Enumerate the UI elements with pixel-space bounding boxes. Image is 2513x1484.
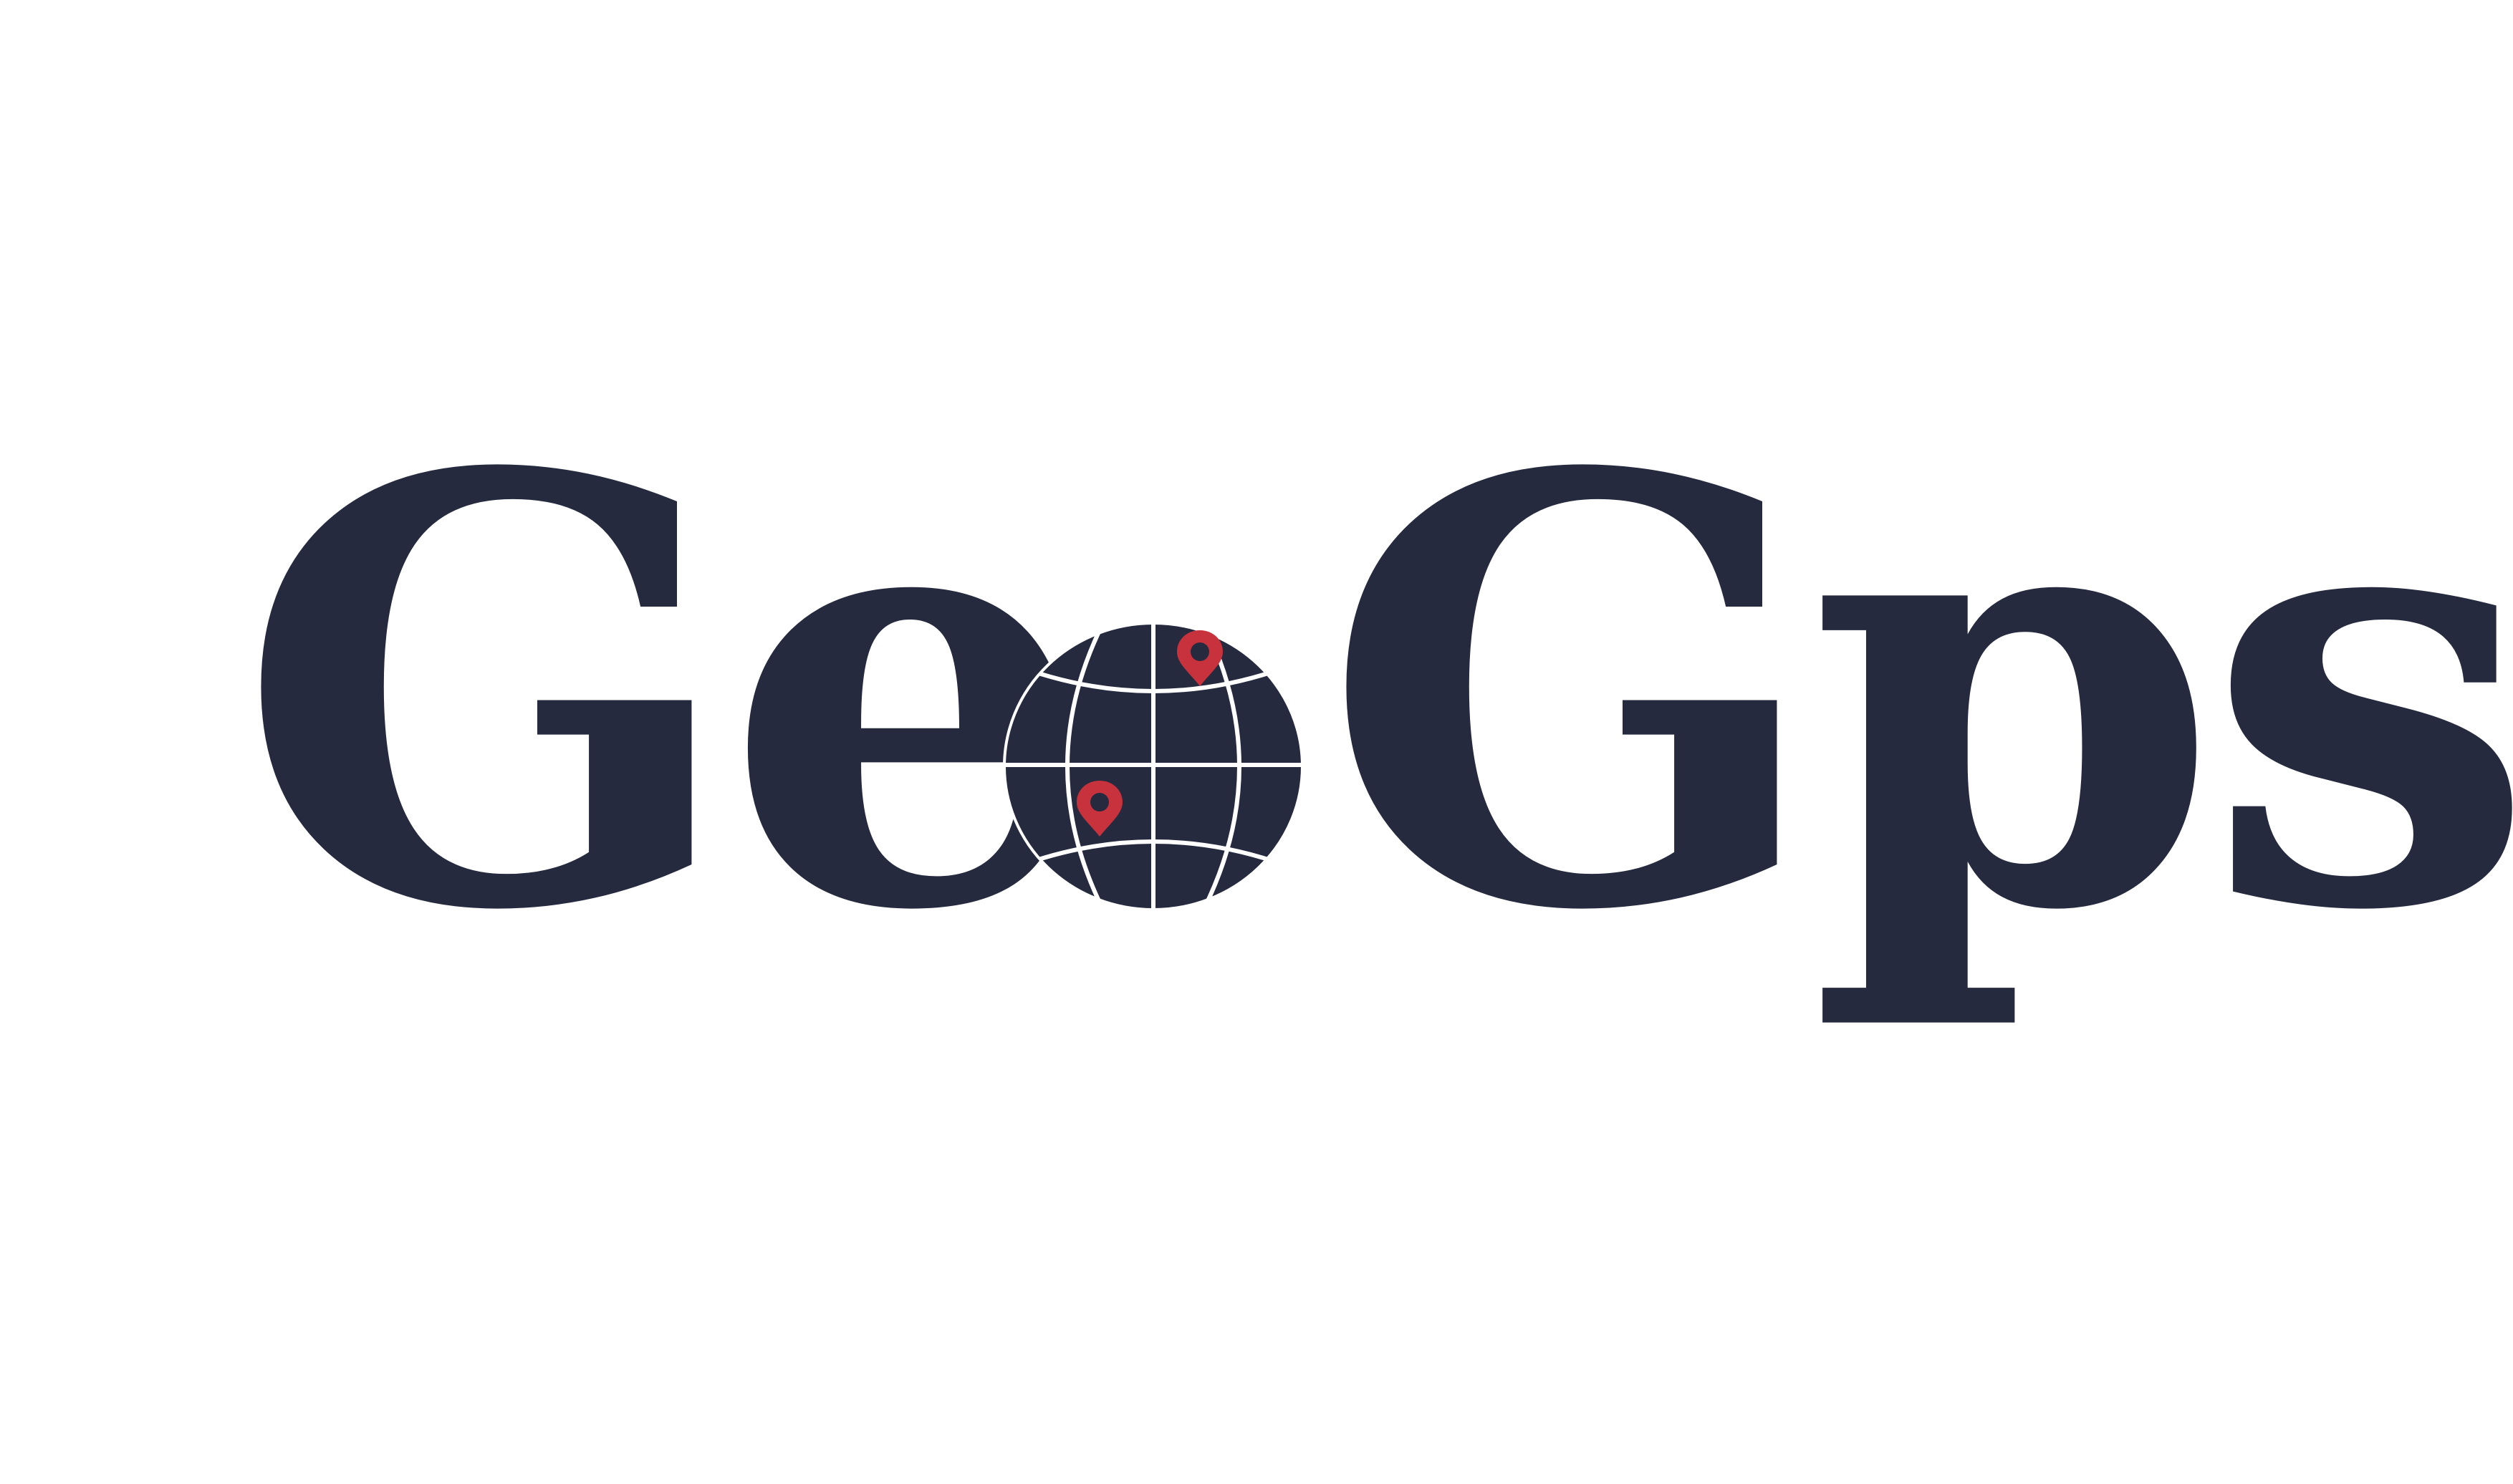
map-pin-icon — [1177, 630, 1223, 686]
logo-text-gps: Gps — [1322, 350, 2513, 1039]
globe-grid — [1004, 623, 1302, 910]
logo-text-ge: Ge — [236, 350, 1097, 1039]
map-pin-icon — [1077, 781, 1123, 837]
globe-with-location-pins-icon — [1003, 622, 1304, 911]
